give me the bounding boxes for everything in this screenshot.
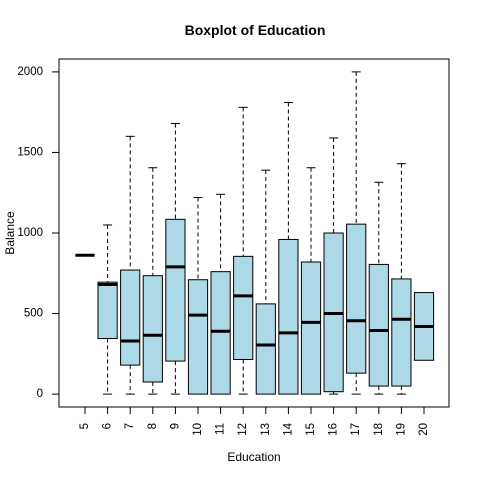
box-iqr — [120, 269, 141, 366]
box-6 — [97, 224, 118, 395]
x-tick-label: 11 — [215, 423, 227, 435]
box-18 — [368, 181, 389, 395]
plot-frame — [58, 58, 450, 408]
x-tick-label: 16 — [328, 423, 340, 436]
box-10 — [187, 197, 209, 395]
x-tick-label: 7 — [124, 423, 136, 429]
chart-title: Boxplot of Education — [185, 22, 326, 38]
box-iqr — [187, 279, 209, 395]
boxes-group — [75, 71, 435, 395]
y-tick-label: 2000 — [17, 66, 43, 78]
box-17 — [346, 71, 367, 395]
box-iqr — [97, 281, 118, 340]
box-11 — [210, 193, 231, 395]
box-9 — [165, 122, 186, 395]
x-tick-label: 20 — [418, 423, 430, 436]
box-14 — [278, 102, 299, 395]
box-iqr — [391, 278, 412, 387]
y-tick-label: 500 — [24, 308, 43, 320]
box-iqr — [278, 238, 299, 395]
box-19 — [391, 163, 412, 395]
box-iqr — [142, 275, 163, 383]
box-iqr — [368, 263, 389, 387]
x-tick-label: 5 — [79, 423, 91, 429]
box-7 — [120, 135, 141, 395]
x-tick-label: 19 — [395, 423, 407, 436]
x-tick-label: 18 — [373, 423, 385, 436]
x-tick-label: 10 — [192, 423, 204, 436]
box-iqr — [210, 271, 231, 395]
x-tick-label: 8 — [147, 423, 159, 429]
y-tick-label: 1500 — [17, 146, 43, 158]
box-iqr — [165, 218, 186, 362]
y-tick-label: 0 — [37, 388, 43, 400]
box-13 — [255, 169, 276, 395]
box-15 — [300, 167, 322, 395]
x-tick-label: 6 — [102, 423, 114, 429]
y-axis-label: Balance — [3, 211, 17, 255]
x-axis-label: Education — [227, 450, 280, 464]
y-tick-label: 1000 — [17, 227, 43, 239]
box-16 — [323, 137, 344, 395]
box-8 — [142, 167, 163, 395]
box-12 — [233, 106, 254, 395]
x-tick-label: 12 — [237, 423, 249, 436]
x-axis: 5 6 7 8 9 10 11 12 13 14 15 16 17 18 19 20 — [79, 406, 430, 436]
box-iqr — [255, 303, 276, 395]
box-20 — [413, 292, 435, 361]
x-tick-label: 15 — [305, 423, 317, 436]
y-axis: 0 500 1000 1500 2000 — [17, 66, 60, 400]
x-tick-label: 14 — [282, 422, 294, 435]
box-iqr — [233, 255, 254, 360]
x-tick-label: 13 — [260, 423, 272, 436]
box-iqr — [346, 223, 367, 374]
x-tick-label: 17 — [350, 423, 362, 436]
box-iqr — [300, 261, 322, 395]
x-tick-label: 9 — [169, 423, 181, 429]
